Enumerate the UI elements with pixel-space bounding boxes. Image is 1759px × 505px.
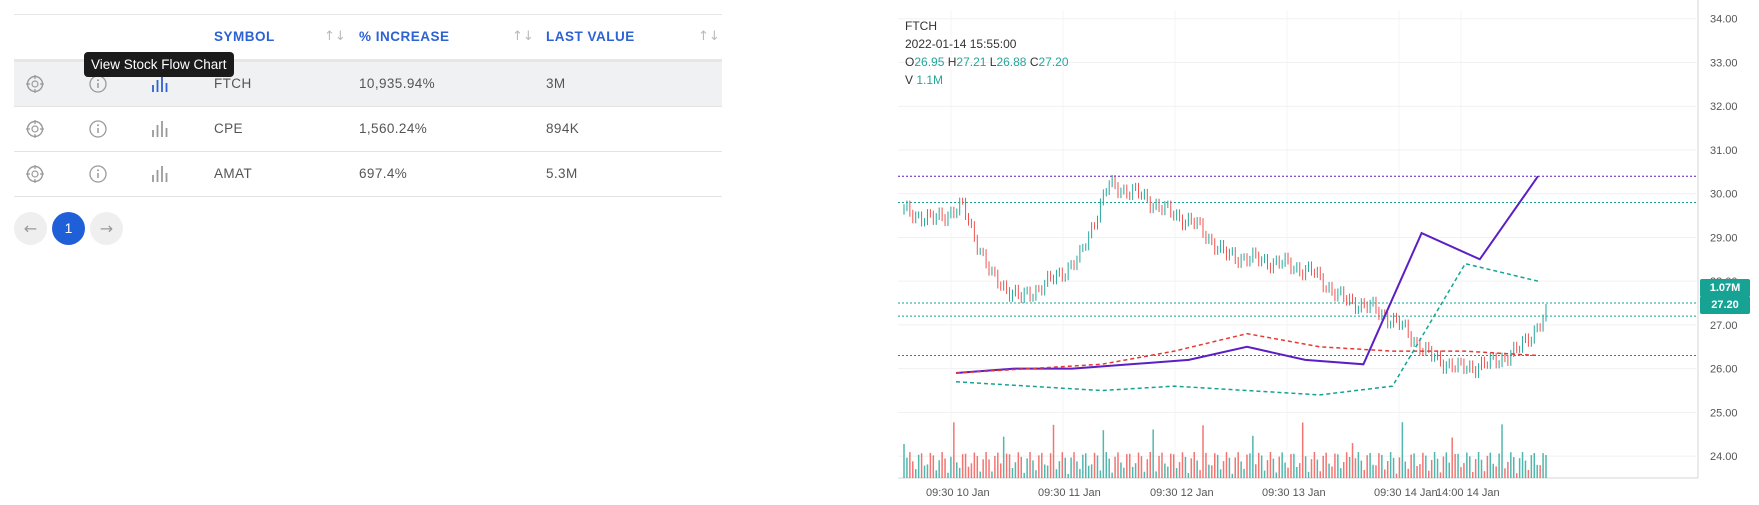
target-icon[interactable] — [25, 119, 45, 139]
increase-cell: 1,560.24% — [359, 121, 428, 136]
ohlc-readout: O26.95 H27.21 L26.88 C27.20 — [905, 53, 1069, 71]
open-value: 26.95 — [914, 55, 945, 69]
indicator-line — [955, 175, 1539, 375]
info-icon[interactable] — [88, 119, 108, 139]
target-icon[interactable] — [25, 74, 45, 94]
y-tick-label: 33.00 — [1710, 57, 1738, 69]
increase-cell: 10,935.94% — [359, 76, 436, 91]
open-label: O — [905, 55, 915, 69]
symbol-cell: CPE — [214, 121, 243, 136]
table-row[interactable]: CPE 1,560.24% 894K — [14, 107, 722, 152]
table-row[interactable]: FTCH 10,935.94% 3M — [14, 62, 722, 107]
chart-legend: FTCH 2022-01-14 15:55:00 O26.95 H27.21 L… — [905, 17, 1069, 89]
last-value-cell: 894K — [546, 121, 580, 136]
table-header: SYMBOL ↑↓ % INCREASE ↑↓ LAST VALUE ↑↓ — [14, 14, 722, 62]
stock-table: SYMBOL ↑↓ % INCREASE ↑↓ LAST VALUE ↑↓ FT… — [14, 14, 722, 197]
lower-band-line — [955, 262, 1539, 396]
volume-value: 1.1M — [916, 73, 944, 87]
x-tick-label: 09:30 12 Jan — [1150, 487, 1214, 499]
sort-icon[interactable]: ↑↓ — [512, 29, 534, 44]
volume-price-tag: 1.07M — [1700, 279, 1750, 297]
bar-chart-icon[interactable] — [149, 164, 169, 184]
x-tick-label: 09:30 14 Jan — [1374, 487, 1438, 499]
next-page-button[interactable]: → — [90, 212, 123, 245]
high-label: H — [947, 55, 957, 69]
chart-symbol: FTCH — [905, 19, 937, 33]
y-tick-label: 24.00 — [1710, 451, 1738, 463]
info-icon[interactable] — [88, 164, 108, 184]
tooltip: View Stock Flow Chart — [84, 52, 234, 77]
sort-icon[interactable]: ↑↓ — [698, 29, 720, 44]
sort-icon[interactable]: ↑↓ — [324, 29, 346, 44]
high-value: 27.21 — [956, 55, 987, 69]
low-label: L — [989, 55, 997, 69]
y-tick-label: 26.00 — [1710, 364, 1738, 376]
y-tick-label: 25.00 — [1710, 407, 1738, 419]
prev-page-button[interactable]: ← — [14, 212, 47, 245]
bar-chart-icon[interactable] — [149, 119, 169, 139]
symbol-cell: AMAT — [214, 166, 253, 181]
close-price-tag: 27.20 — [1700, 296, 1750, 314]
y-tick-label: 32.00 — [1710, 101, 1738, 113]
volume-readout: V 1.1M — [905, 71, 1069, 89]
last-value-cell: 3M — [546, 76, 566, 91]
x-tick-label: 09:30 11 Jan — [1038, 487, 1101, 499]
upper-band-line — [955, 332, 1539, 374]
volume-label: V — [905, 73, 914, 87]
low-value: 26.88 — [996, 55, 1027, 69]
stock-chart[interactable]: 34.0033.0032.0031.0030.0029.0028.0027.00… — [898, 0, 1759, 505]
chart-canvas[interactable]: 34.0033.0032.0031.0030.0029.0028.0027.00… — [898, 0, 1759, 505]
last-value-cell: 5.3M — [546, 166, 578, 181]
y-tick-label: 34.00 — [1710, 14, 1738, 26]
bar-chart-icon[interactable] — [149, 74, 169, 94]
y-tick-label: 27.00 — [1710, 320, 1738, 332]
column-header-symbol[interactable]: SYMBOL — [214, 29, 275, 44]
page-1-button[interactable]: 1 — [52, 212, 85, 245]
close-value: 27.20 — [1038, 55, 1069, 69]
column-header-last-value[interactable]: LAST VALUE — [546, 29, 635, 44]
close-label: C — [1029, 55, 1039, 69]
x-tick-label: 09:30 10 Jan — [926, 487, 990, 499]
y-tick-label: 29.00 — [1710, 232, 1738, 244]
target-icon[interactable] — [25, 164, 45, 184]
x-tick-label: 14:00 14 Jan — [1436, 487, 1500, 499]
increase-cell: 697.4% — [359, 166, 408, 181]
column-header-increase[interactable]: % INCREASE — [359, 29, 450, 44]
chart-datetime: 2022-01-14 15:55:00 — [905, 37, 1017, 51]
info-icon[interactable] — [88, 74, 108, 94]
y-tick-label: 30.00 — [1710, 189, 1738, 201]
table-row[interactable]: AMAT 697.4% 5.3M — [14, 152, 722, 197]
x-tick-label: 09:30 13 Jan — [1262, 487, 1326, 499]
symbol-cell: FTCH — [214, 76, 252, 91]
y-tick-label: 31.00 — [1710, 145, 1738, 157]
